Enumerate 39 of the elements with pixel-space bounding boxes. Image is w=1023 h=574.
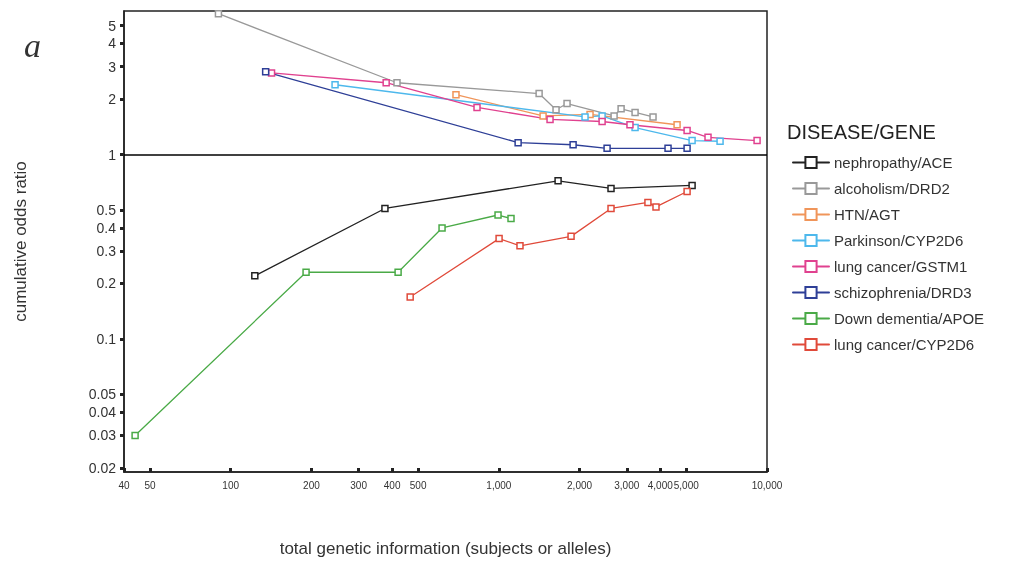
legend-title: DISEASE/GENE [787, 121, 936, 143]
x-tick-label: 2,000 [567, 479, 593, 491]
x-tick-label: 100 [222, 479, 240, 491]
x-tick-label: 40 [118, 479, 130, 491]
y-tick-label: 0.5 [96, 202, 117, 219]
legend-label: lung cancer/GSTM1 [834, 258, 968, 275]
text: a [24, 26, 41, 64]
legend-label: schizophrenia/DRD3 [834, 284, 972, 301]
legend-label: Down dementia/APOE [834, 310, 985, 327]
legend-label: lung cancer/CYP2D6 [834, 336, 975, 353]
x-tick-label: 300 [350, 479, 368, 491]
x-tick-label: 400 [383, 479, 401, 491]
x-tick-label: 5,000 [673, 479, 700, 491]
y-tick-label: 0.2 [96, 275, 117, 292]
x-tick-label: 10,000 [751, 479, 783, 491]
y-tick-label: 5 [108, 17, 117, 34]
y-tick-label: 0.03 [88, 427, 117, 444]
y-tick-label: 0.02 [88, 459, 117, 476]
legend-label: Parkinson/CYP2D6 [834, 232, 964, 249]
y-tick-label: 0.1 [96, 330, 117, 347]
y-tick-label: 4 [108, 35, 117, 52]
y-tick-label: 0.4 [96, 219, 117, 236]
y-tick-label: 0.04 [88, 404, 117, 421]
x-tick-label: 500 [409, 479, 427, 491]
y-tick-label: 0.3 [96, 242, 117, 259]
x-tick-label: 4,000 [647, 479, 674, 491]
x-tick-label: 3,000 [614, 479, 640, 491]
x-tick-label: 50 [144, 479, 156, 491]
y-tick-label: 3 [108, 58, 117, 75]
legend-label: alcoholism/DRD2 [834, 180, 950, 197]
y-tick-label: 1 [108, 146, 117, 163]
legend-label: nephropathy/ACE [834, 154, 953, 171]
x-tick-label: 200 [303, 479, 321, 491]
legend-label: HTN/AGT [834, 206, 900, 223]
y-tick-label: 0.05 [88, 386, 117, 403]
y-tick-label: 2 [108, 91, 117, 107]
y-axis-title: cumulative odds ratio [11, 161, 30, 322]
x-axis-title: total genetic information (subjects or alleles) [279, 539, 612, 558]
x-tick-label: 1,000 [486, 479, 512, 491]
